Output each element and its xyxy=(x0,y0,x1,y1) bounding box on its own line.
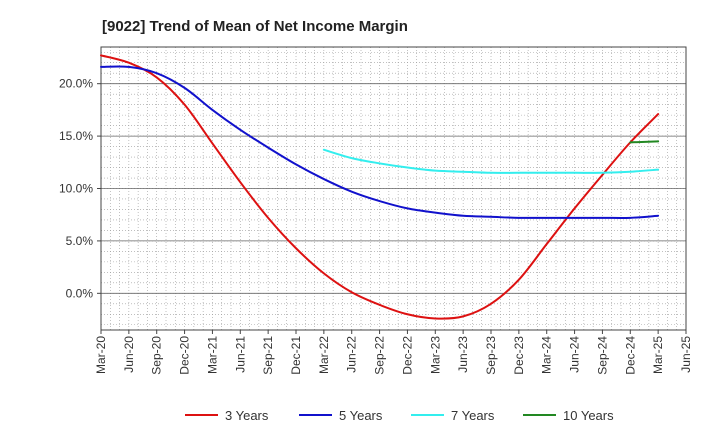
y-tick-label: 15.0% xyxy=(59,129,93,143)
x-tick-label: Sep-20 xyxy=(150,336,164,375)
x-tick-label: Dec-21 xyxy=(289,336,303,375)
legend-label-5-years: 5 Years xyxy=(339,408,383,423)
x-tick-label: Jun-25 xyxy=(679,336,693,373)
series-line-7-years xyxy=(322,148,660,174)
x-tick-label: Jun-22 xyxy=(345,336,359,373)
x-tick-label: Mar-22 xyxy=(317,336,331,374)
y-tick-label: 0.0% xyxy=(66,286,94,300)
x-tick-label: Mar-21 xyxy=(205,336,219,374)
x-tick-label: Jun-24 xyxy=(568,336,582,373)
x-tick-label: Sep-21 xyxy=(261,336,275,375)
x-tick-label: Sep-23 xyxy=(484,336,498,375)
x-tick-label: Dec-22 xyxy=(400,336,414,375)
y-axis-ticks: 0.0% 5.0% 10.0% 15.0% 20.0% xyxy=(59,77,101,300)
legend: 3 Years 5 Years 7 Years 10 Years xyxy=(185,408,614,423)
series-line-5-years xyxy=(100,65,660,220)
y-tick-label: 10.0% xyxy=(59,182,93,196)
x-tick-label: Mar-20 xyxy=(94,336,108,374)
y-tick-label: 20.0% xyxy=(59,77,93,91)
x-tick-label: Sep-24 xyxy=(595,336,609,375)
series-line-10-years xyxy=(629,140,660,144)
grid xyxy=(100,47,687,330)
series-line-3-years xyxy=(100,54,660,320)
x-tick-label: Sep-22 xyxy=(373,336,387,375)
x-tick-label: Dec-24 xyxy=(623,336,637,375)
chart-title: [9022] Trend of Mean of Net Income Margi… xyxy=(102,18,408,35)
y-tick-label: 5.0% xyxy=(66,234,94,248)
x-tick-label: Jun-20 xyxy=(122,336,136,373)
x-tick-label: Mar-23 xyxy=(428,336,442,374)
x-tick-label: Dec-23 xyxy=(512,336,526,375)
series-lines xyxy=(100,54,660,320)
x-tick-label: Mar-24 xyxy=(540,336,554,374)
x-axis-ticks: Mar-20 Jun-20 Sep-20 Dec-20 Mar-21 Jun-21 Sep-… xyxy=(94,330,693,375)
x-tick-label: Jun-23 xyxy=(456,336,470,373)
legend-label-3-years: 3 Years xyxy=(225,408,269,423)
legend-label-7-years: 7 Years xyxy=(451,408,495,423)
x-tick-label: Dec-20 xyxy=(178,336,192,375)
legend-label-10-years: 10 Years xyxy=(563,408,614,423)
x-tick-label: Jun-21 xyxy=(233,336,247,373)
x-tick-label: Mar-25 xyxy=(651,336,665,374)
